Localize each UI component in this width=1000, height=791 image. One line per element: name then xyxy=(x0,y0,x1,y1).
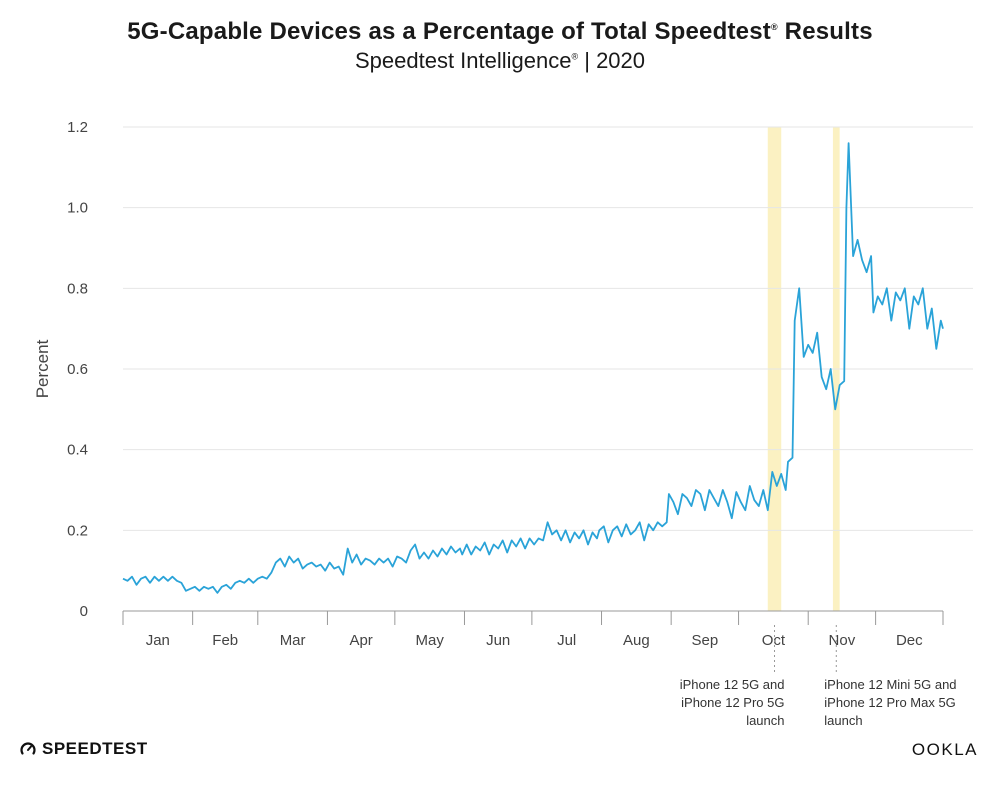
x-tick-label-feb: Feb xyxy=(212,632,238,649)
y-axis-label: Percent xyxy=(33,339,52,398)
series-line xyxy=(122,142,944,594)
y-tick-label: 0.6 xyxy=(67,361,88,378)
x-tick-label-dec: Dec xyxy=(896,632,923,649)
x-tick-label-sep: Sep xyxy=(692,632,719,649)
x-tick-label-apr: Apr xyxy=(349,632,372,649)
x-tick-label-oct: Oct xyxy=(762,632,786,649)
speedtest-logo: SPEEDTEST xyxy=(20,739,148,759)
chart-subtitle: Speedtest Intelligence® | 2020 xyxy=(354,48,646,73)
x-tick-label-nov: Nov xyxy=(829,632,856,649)
speedtest-logo-text: SPEEDTEST xyxy=(42,739,148,758)
y-tick-label: 1.0 xyxy=(67,200,88,217)
ookla-logo: OOKLA xyxy=(911,740,978,759)
x-tick-label-jan: Jan xyxy=(146,632,170,649)
y-tick-label: 0 xyxy=(80,603,88,620)
subtitle-registered-mark: ® xyxy=(571,51,579,62)
y-tick-label: 1.2 xyxy=(67,119,88,136)
chart-title: 5G-Capable Devices as a Percentage of To… xyxy=(127,18,873,45)
y-tick-label: 0.8 xyxy=(67,280,88,297)
annotation-label-2: iPhone 12 Mini 5G and iPhone 12 Pro Max 5… xyxy=(824,677,956,728)
annotation-label-1: iPhone 12 5G and iPhone 12 Pro 5G launch xyxy=(680,677,785,728)
speedometer-icon xyxy=(20,742,36,755)
x-tick-label-may: May xyxy=(415,632,444,649)
title-registered-mark: ® xyxy=(770,22,778,32)
x-tick-label-mar: Mar xyxy=(280,632,306,649)
x-tick-label-jun: Jun xyxy=(486,632,510,649)
y-tick-label: 0.4 xyxy=(67,442,88,459)
y-tick-label: 0.2 xyxy=(67,522,88,539)
x-tick-label-jul: Jul xyxy=(557,632,576,649)
x-tick-label-aug: Aug xyxy=(623,632,650,649)
